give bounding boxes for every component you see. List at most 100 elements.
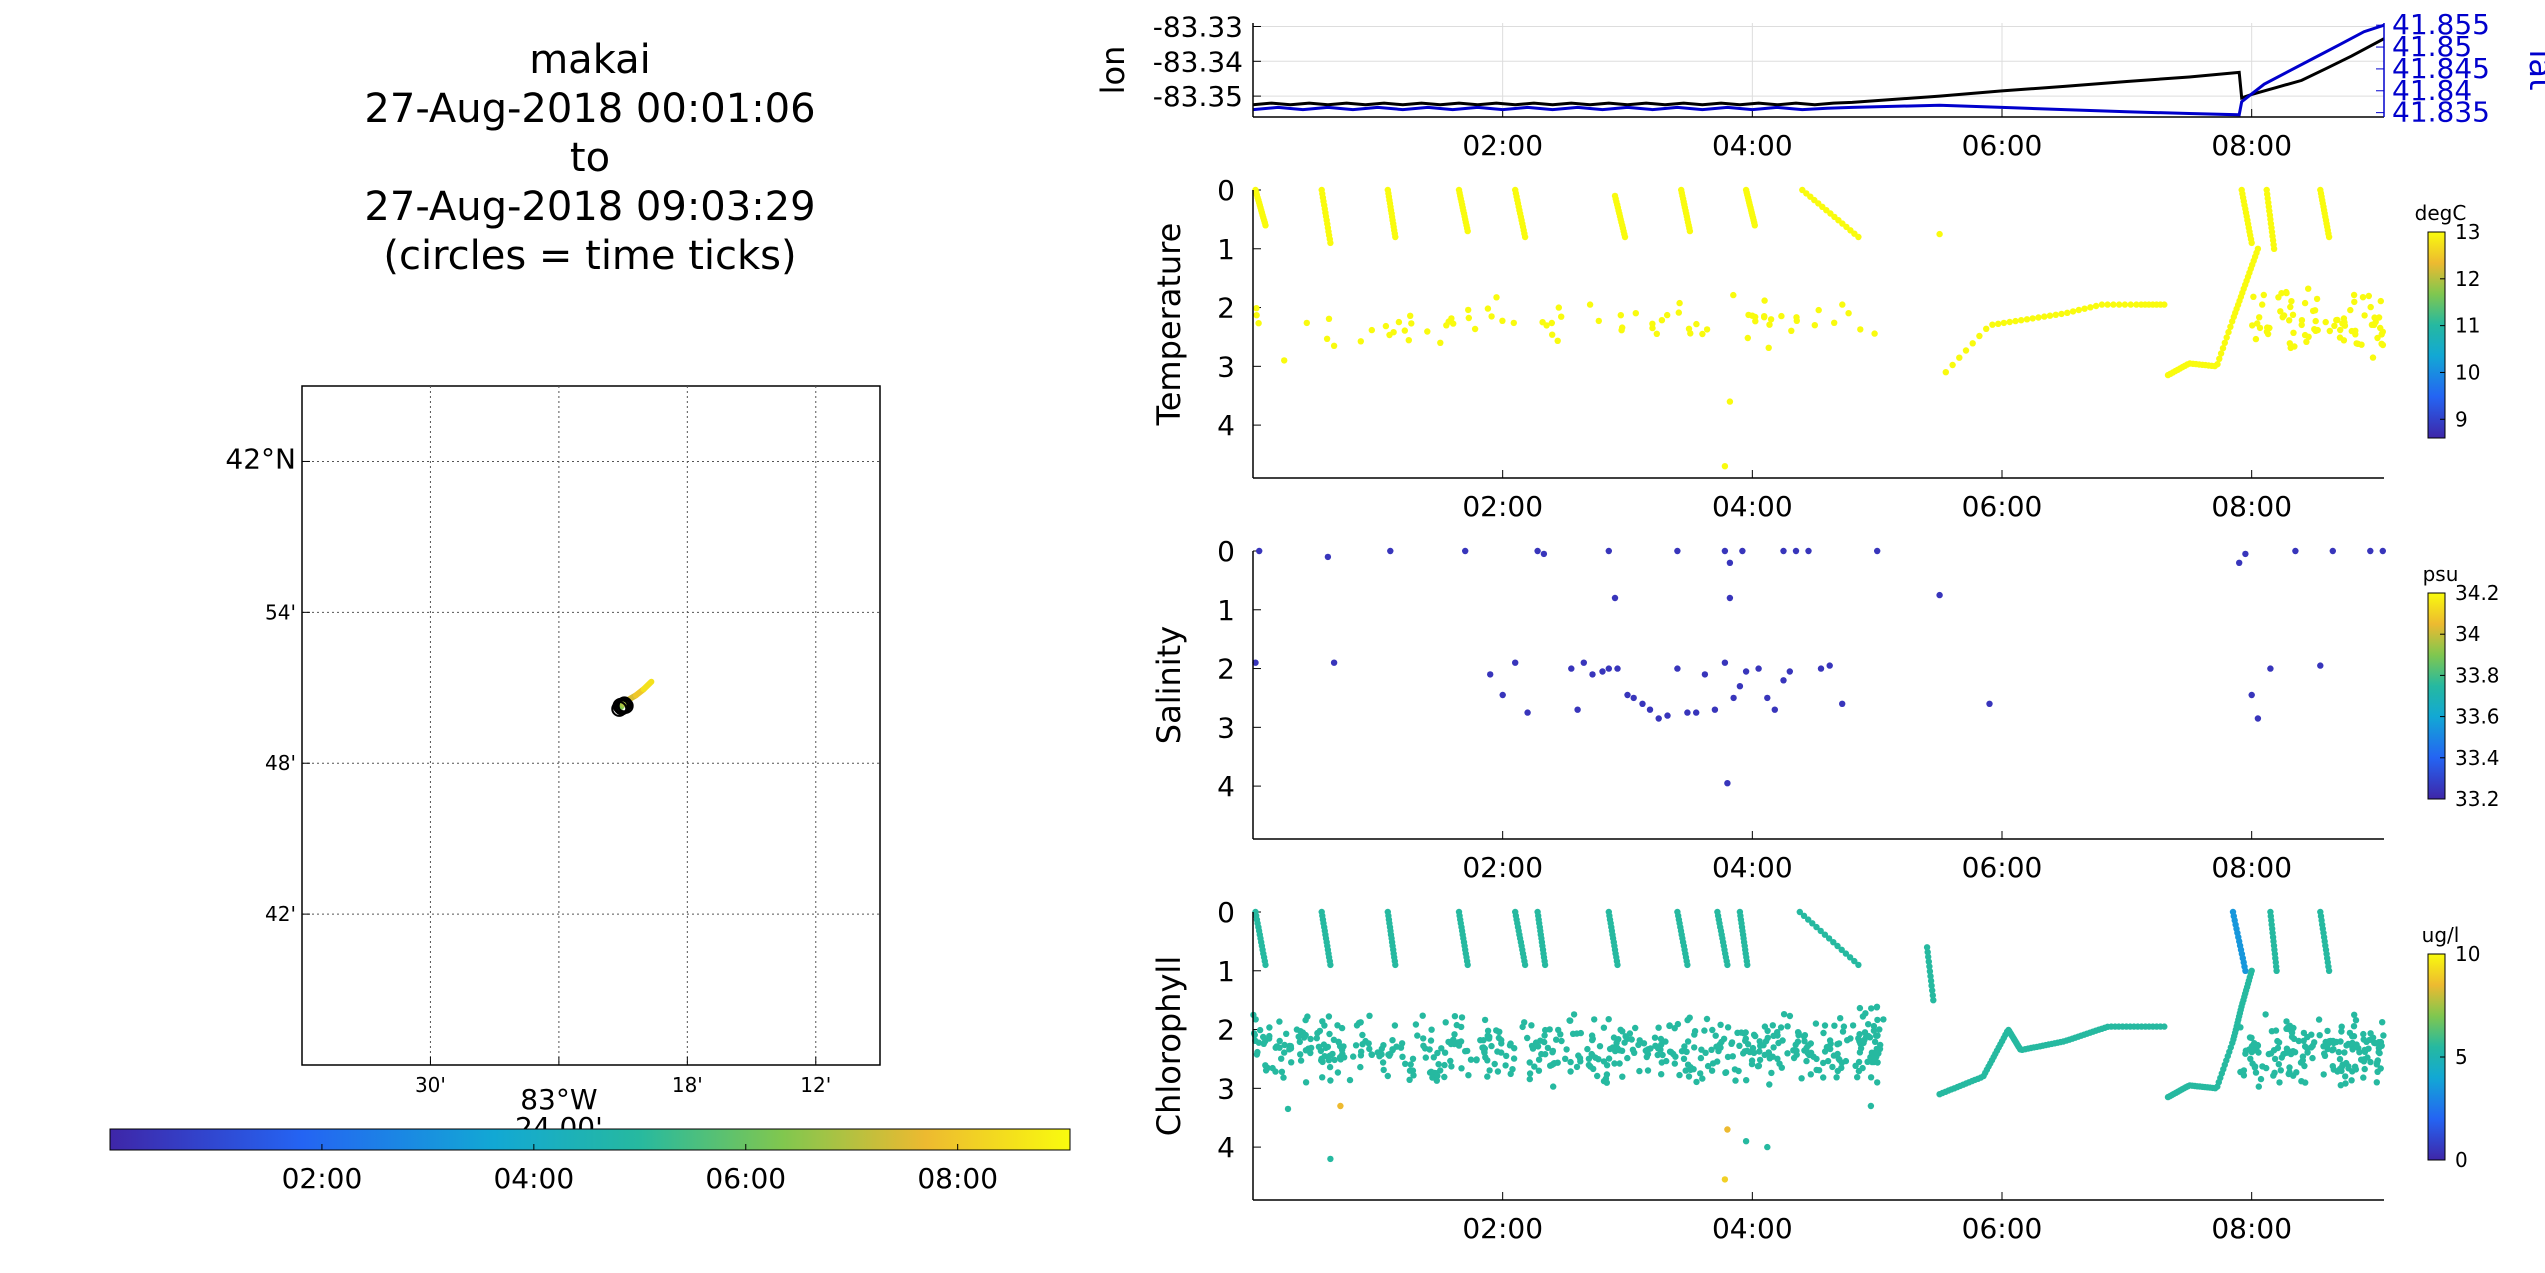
- temperature-profile-point: [1855, 233, 1862, 241]
- temperature-cluster-point: [1253, 305, 1260, 312]
- chlorophyll-cluster-point: [1399, 1053, 1406, 1061]
- salinity-colorbar-tick-label: 34: [2455, 622, 2480, 646]
- temperature-track-point: [2227, 323, 2234, 330]
- chlorophyll-cluster-point: [1507, 1070, 1514, 1078]
- temperature-cluster-point: [1548, 319, 1556, 327]
- temperature-cluster-point: [1303, 319, 1311, 327]
- chlorophyll-cluster-point: [1434, 1049, 1441, 1057]
- chlorophyll-cluster-point: [1435, 1061, 1442, 1068]
- temperature-cluster-point: [1685, 325, 1693, 332]
- chlorophyll-cluster-point: [1654, 1045, 1662, 1052]
- chlorophyll-cluster-point: [1320, 1041, 1328, 1048]
- chlorophyll-cluster-point: [1738, 1029, 1745, 1036]
- chlorophyll-cluster-point: [1458, 1065, 1465, 1072]
- chlorophyll-cluster-point: [1803, 1057, 1810, 1065]
- chlorophyll-cluster-point: [1569, 1030, 1577, 1038]
- chlorophyll-cluster-point: [2341, 1049, 2348, 1056]
- chlorophyll-cluster-point: [2286, 1064, 2293, 1071]
- y-tick-label: 2: [1217, 653, 1235, 686]
- temperature-track-point: [2069, 308, 2077, 315]
- temperature-colorbar-tick-label: 11: [2455, 314, 2480, 338]
- chlorophyll-cluster-point: [1616, 1047, 1624, 1054]
- y-tick-label: 1: [1217, 594, 1235, 627]
- chlorophyll-cluster-point: [1467, 1056, 1475, 1063]
- chlorophyll-cluster-point: [1542, 1051, 1549, 1058]
- chlorophyll-cluster-point: [1821, 1022, 1829, 1029]
- temperature-cluster-point: [1510, 319, 1518, 327]
- y-tick-label: 0: [1217, 535, 1235, 568]
- chlorophyll-cluster-point: [1643, 1053, 1651, 1061]
- chlorophyll-cluster-point: [1798, 1075, 1805, 1082]
- chlorophyll-cluster-point: [2336, 1065, 2344, 1073]
- temperature-track-point: [2087, 304, 2094, 311]
- chlorophyll-cluster-point: [1830, 1052, 1838, 1059]
- temperature-single-point: [1936, 230, 1943, 238]
- chlorophyll-single-point: [1764, 1143, 1771, 1151]
- temperature-single-point: [1437, 339, 1444, 346]
- chlorophyll-cluster-point: [1824, 1057, 1832, 1065]
- temperature-track-point: [2217, 350, 2225, 357]
- temperature-track-point: [2018, 317, 2025, 324]
- chlorophyll-cluster-point: [1685, 1073, 1693, 1080]
- chlorophyll-cluster-point: [1441, 1061, 1448, 1069]
- temperature-cluster-point: [1465, 314, 1473, 322]
- chlorophyll-single-point: [1724, 1126, 1731, 1133]
- y-tick-label: 4: [1217, 770, 1235, 803]
- chlorophyll-cluster-point: [1553, 1036, 1560, 1043]
- chlorophyll-cluster-point: [1391, 1022, 1399, 1029]
- title-line-3: to: [569, 135, 611, 181]
- chlorophyll-cluster-point: [1619, 1073, 1626, 1080]
- chlorophyll-cluster-point: [1297, 1051, 1304, 1058]
- salinity-point: [1724, 780, 1731, 787]
- chlorophyll-cluster-point: [2300, 1037, 2307, 1045]
- y-tick-label: 2: [1217, 1014, 1235, 1047]
- chlorophyll-cluster-point: [2320, 1043, 2327, 1050]
- chlorophyll-cluster-point: [1301, 1034, 1308, 1041]
- chlorophyll-cluster-point: [1494, 1068, 1502, 1075]
- chlorophyll-cluster-point: [1428, 1026, 1435, 1033]
- chlorophyll-cluster-point: [1831, 1022, 1838, 1029]
- chlorophyll-cluster-point: [1728, 1040, 1735, 1048]
- temperature-cluster-point: [1857, 326, 1864, 333]
- chlorophyll-colorbar-tick-label: 10: [2455, 942, 2480, 966]
- temperature-track-point: [2023, 316, 2031, 323]
- chlorophyll-cluster-point: [1778, 1064, 1786, 1071]
- chlorophyll-cluster-point: [1325, 1057, 1333, 1064]
- chlorophyll-cluster-point: [2360, 1074, 2367, 1081]
- chlorophyll-cluster-point: [1297, 1028, 1304, 1035]
- temperature-cluster-point: [1831, 319, 1838, 326]
- chlorophyll-cluster-point: [1387, 1050, 1394, 1058]
- chlorophyll-cluster-point: [1855, 1067, 1863, 1075]
- chlorophyll-cluster-point: [1462, 1048, 1469, 1055]
- chlorophyll-cluster-point: [1880, 1016, 1887, 1023]
- chlorophyll-profile-point: [1842, 950, 1850, 957]
- salinity-point: [1764, 694, 1771, 702]
- lonlat-series-lat: [1252, 23, 2385, 117]
- chlorophyll-cluster-point: [1496, 1028, 1503, 1036]
- temperature-track-point: [2104, 301, 2111, 308]
- chlorophyll-cluster-point: [1616, 1060, 1623, 1067]
- chlorophyll-cluster-point: [2283, 1025, 2290, 1033]
- chlorophyll-cluster-point: [2309, 1054, 2316, 1062]
- temperature-cluster-point: [2353, 340, 2360, 347]
- chlorophyll-cluster-point: [1698, 1046, 1705, 1053]
- temperature-profile-point: [1751, 222, 1759, 229]
- chlorophyll-cluster-point: [1451, 1013, 1459, 1020]
- chlorophyll-cluster-point: [1671, 1060, 1679, 1067]
- chlorophyll-cluster-point: [1326, 1063, 1334, 1071]
- chlorophyll-profile-point: [1392, 961, 1399, 969]
- chlorophyll-track-point: [1928, 982, 1935, 989]
- chlorophyll-cluster-point: [1308, 1044, 1315, 1052]
- chlorophyll-profile-point: [1830, 939, 1837, 946]
- temperature-colorbar-tick-label: 9: [2455, 407, 2468, 431]
- temperature-cluster-point: [2291, 343, 2298, 350]
- map-x-tick-label: 83°W: [520, 1083, 597, 1116]
- temperature-cluster-point: [2301, 299, 2309, 307]
- temperature-cluster-point: [2337, 326, 2344, 334]
- salinity-point: [1256, 547, 1263, 555]
- chlorophyll-cluster-point: [2351, 1011, 2358, 1018]
- chlorophyll-cluster-point: [1622, 1033, 1629, 1040]
- temperature-single-point: [1555, 304, 1563, 311]
- chlorophyll-single-point: [1327, 1155, 1334, 1163]
- temperature-track-point: [2012, 317, 2019, 325]
